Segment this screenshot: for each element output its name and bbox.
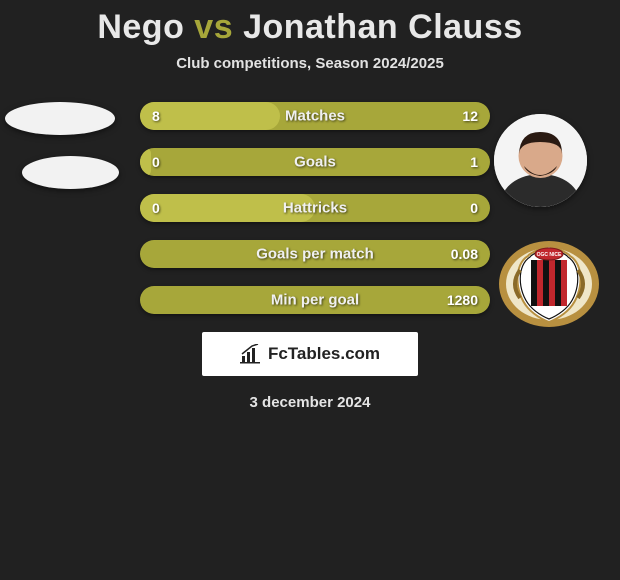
stat-right-value: 1	[470, 154, 478, 170]
stat-split-overlay	[140, 194, 315, 222]
attribution-text: FcTables.com	[268, 344, 380, 364]
stat-row: 0 1Goals	[140, 148, 490, 176]
player2-name: Jonathan Clauss	[243, 8, 523, 46]
stat-row: 00Hattricks	[140, 194, 490, 222]
comparison-title: Nego vs Jonathan Clauss	[0, 0, 620, 47]
stat-row: 0.08Goals per match	[140, 240, 490, 268]
stat-left-value: 0	[152, 154, 160, 170]
vs-separator: vs	[194, 8, 233, 46]
season-subtitle: Club competitions, Season 2024/2025	[0, 55, 620, 72]
comparison-stage: OGC NICE 812Matches01Goals00Hattricks0.0…	[0, 102, 620, 314]
attribution-badge: FcTables.com	[202, 332, 418, 376]
stat-right-value: 12	[462, 108, 478, 124]
stat-row: 1280Min per goal	[140, 286, 490, 314]
stat-right-value: 0	[470, 200, 478, 216]
stat-row: 812Matches	[140, 102, 490, 130]
stat-right-value: 1280	[447, 292, 478, 308]
player2-club-logo: OGC NICE	[498, 240, 600, 328]
stat-split-overlay	[140, 102, 280, 130]
stat-label: Min per goal	[140, 292, 490, 309]
player1-name: Nego	[97, 8, 184, 46]
stat-right-value: 0.08	[451, 246, 478, 262]
stat-left-value: 0	[152, 200, 160, 216]
svg-text:OGC NICE: OGC NICE	[537, 252, 562, 258]
stat-left-value: 8	[152, 108, 160, 124]
stat-label: Goals per match	[140, 246, 490, 263]
chart-icon	[240, 344, 262, 364]
player1-club-logo	[22, 156, 119, 189]
stat-split-overlay	[140, 148, 151, 176]
stat-bars: 812Matches01Goals00Hattricks0.08Goals pe…	[140, 102, 490, 314]
snapshot-date: 3 december 2024	[0, 394, 620, 411]
player1-avatar	[5, 102, 115, 135]
player2-avatar	[494, 114, 587, 207]
stat-label: Goals	[140, 154, 490, 171]
